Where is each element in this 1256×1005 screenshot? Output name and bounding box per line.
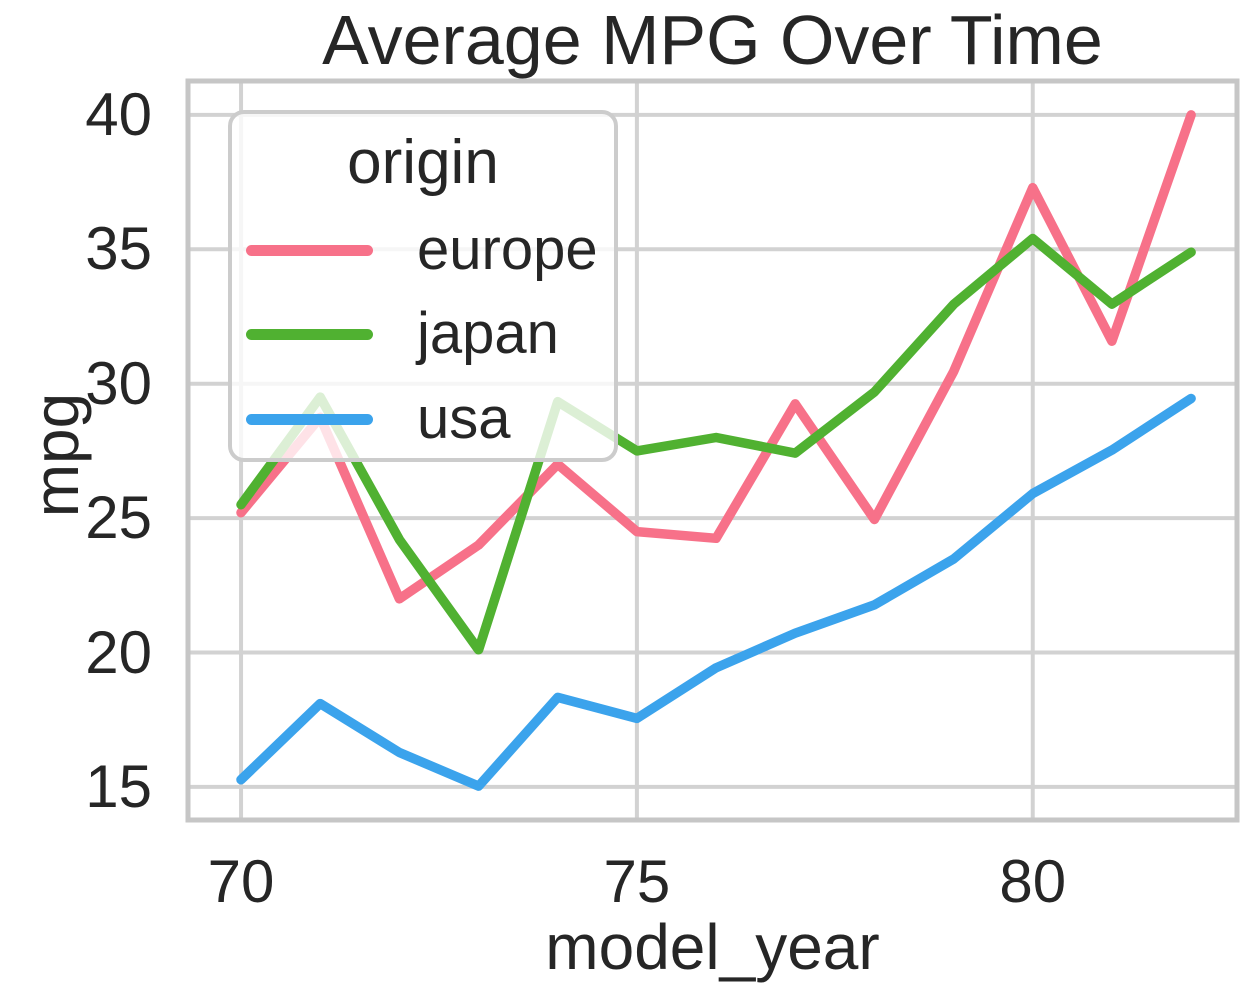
legend-label-japan: japan — [417, 301, 559, 366]
legend-title: origin — [347, 128, 499, 197]
y-tick-label-20: 20 — [85, 618, 152, 686]
y-tick-label-40: 40 — [85, 80, 152, 148]
x-tick-label-70: 70 — [207, 848, 275, 915]
legend-label-europe: europe — [417, 217, 598, 282]
series-line-japan — [236, 233, 1196, 655]
x-axis-label: model_year — [545, 911, 880, 983]
legend-entries: europe japan usa — [232, 114, 614, 458]
plot-border — [185, 78, 1240, 823]
legend-swatch-japan — [246, 328, 373, 340]
series-line-europe — [236, 110, 1196, 604]
series-line-usa — [236, 393, 1196, 791]
chart-title: Average MPG Over Time — [322, 1, 1103, 79]
y-tick-label-25: 25 — [85, 484, 152, 552]
series-lines — [236, 110, 1196, 791]
y-tick-label-15: 15 — [85, 752, 152, 820]
legend-item-japan: japan — [246, 299, 559, 369]
x-tick-label-75: 75 — [603, 848, 671, 915]
legend-label-usa: usa — [417, 386, 511, 451]
legend: origin europe japan usa — [228, 110, 618, 462]
legend-swatch-europe — [246, 244, 373, 256]
y-axis-label: mpg — [20, 392, 92, 518]
legend-item-europe: europe — [246, 215, 598, 285]
legend-item-usa: usa — [246, 384, 511, 454]
x-tick-label-80: 80 — [999, 848, 1067, 915]
y-tick-label-30: 30 — [85, 349, 152, 417]
legend-swatch-usa — [246, 413, 373, 425]
y-tick-label-35: 35 — [85, 215, 152, 283]
